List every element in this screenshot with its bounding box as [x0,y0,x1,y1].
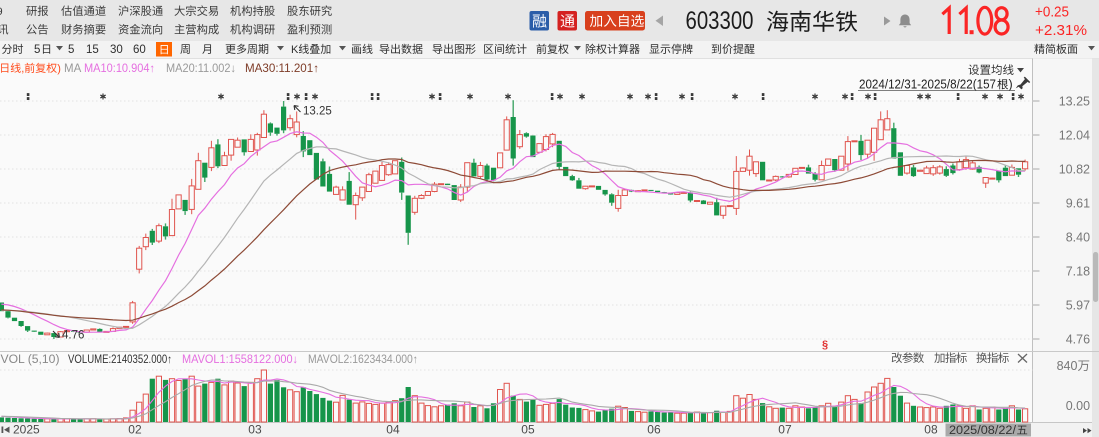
svg-text:603300: 603300 [686,7,754,35]
svg-text:12.04: 12.04 [1059,129,1090,143]
svg-text:7.18: 7.18 [1066,265,1090,279]
svg-text:03: 03 [248,423,262,437]
svg-text:08: 08 [924,423,938,437]
svg-text:5: 5 [68,44,74,56]
svg-text:15: 15 [86,44,99,56]
svg-text:10.82: 10.82 [1059,163,1090,177]
svg-text:MAVOL2:1623434.000↑: MAVOL2:1623434.000↑ [308,354,418,366]
svg-text:2025: 2025 [13,423,40,437]
svg-text:MA: MA [64,63,82,75]
svg-text:13.25: 13.25 [303,106,332,118]
svg-text:8.40: 8.40 [1066,231,1090,245]
svg-text:06: 06 [647,423,661,437]
svg-text:MAVOL1:1558122.000↓: MAVOL1:1558122.000↓ [182,354,298,366]
svg-text:+0.25: +0.25 [1035,5,1069,21]
svg-text:): ) [57,63,61,75]
svg-text:MA20:11.002↓: MA20:11.002↓ [166,63,236,75]
svg-text:4.76: 4.76 [62,330,84,342]
svg-text:30: 30 [110,44,123,56]
svg-text:05: 05 [521,423,535,437]
svg-text:0.00: 0.00 [1066,399,1090,413]
svg-text:07: 07 [778,423,792,437]
svg-text:MA10:10.904↑: MA10:10.904↑ [84,63,155,75]
svg-text:MA30:11.201↑: MA30:11.201↑ [245,63,319,75]
svg-text:+2.31%: +2.31% [1035,23,1087,39]
svg-text:): ) [1009,78,1013,92]
svg-text:VOL (5,10): VOL (5,10) [1,354,60,366]
svg-text:60: 60 [133,44,146,56]
svg-text:9.61: 9.61 [1066,197,1090,211]
svg-text:,: , [21,63,24,75]
svg-text:4.76: 4.76 [1066,333,1090,347]
svg-text:2024/12/31-2025/8/22(157: 2024/12/31-2025/8/22(157 [859,78,996,92]
svg-text:02: 02 [128,423,142,437]
svg-text:5: 5 [34,44,40,56]
svg-text:5.97: 5.97 [1066,299,1090,313]
svg-text:2025/08/22/: 2025/08/22/ [949,423,1017,437]
svg-text:04: 04 [386,423,400,437]
svg-text:840: 840 [1057,359,1078,373]
svg-text:13.25: 13.25 [1059,95,1090,109]
svg-text:F9: F9 [0,6,3,18]
svg-text:§: § [822,339,828,351]
svg-text:VOLUME:2140352.000↑: VOLUME:2140352.000↑ [68,354,172,366]
svg-text:K: K [291,44,299,56]
